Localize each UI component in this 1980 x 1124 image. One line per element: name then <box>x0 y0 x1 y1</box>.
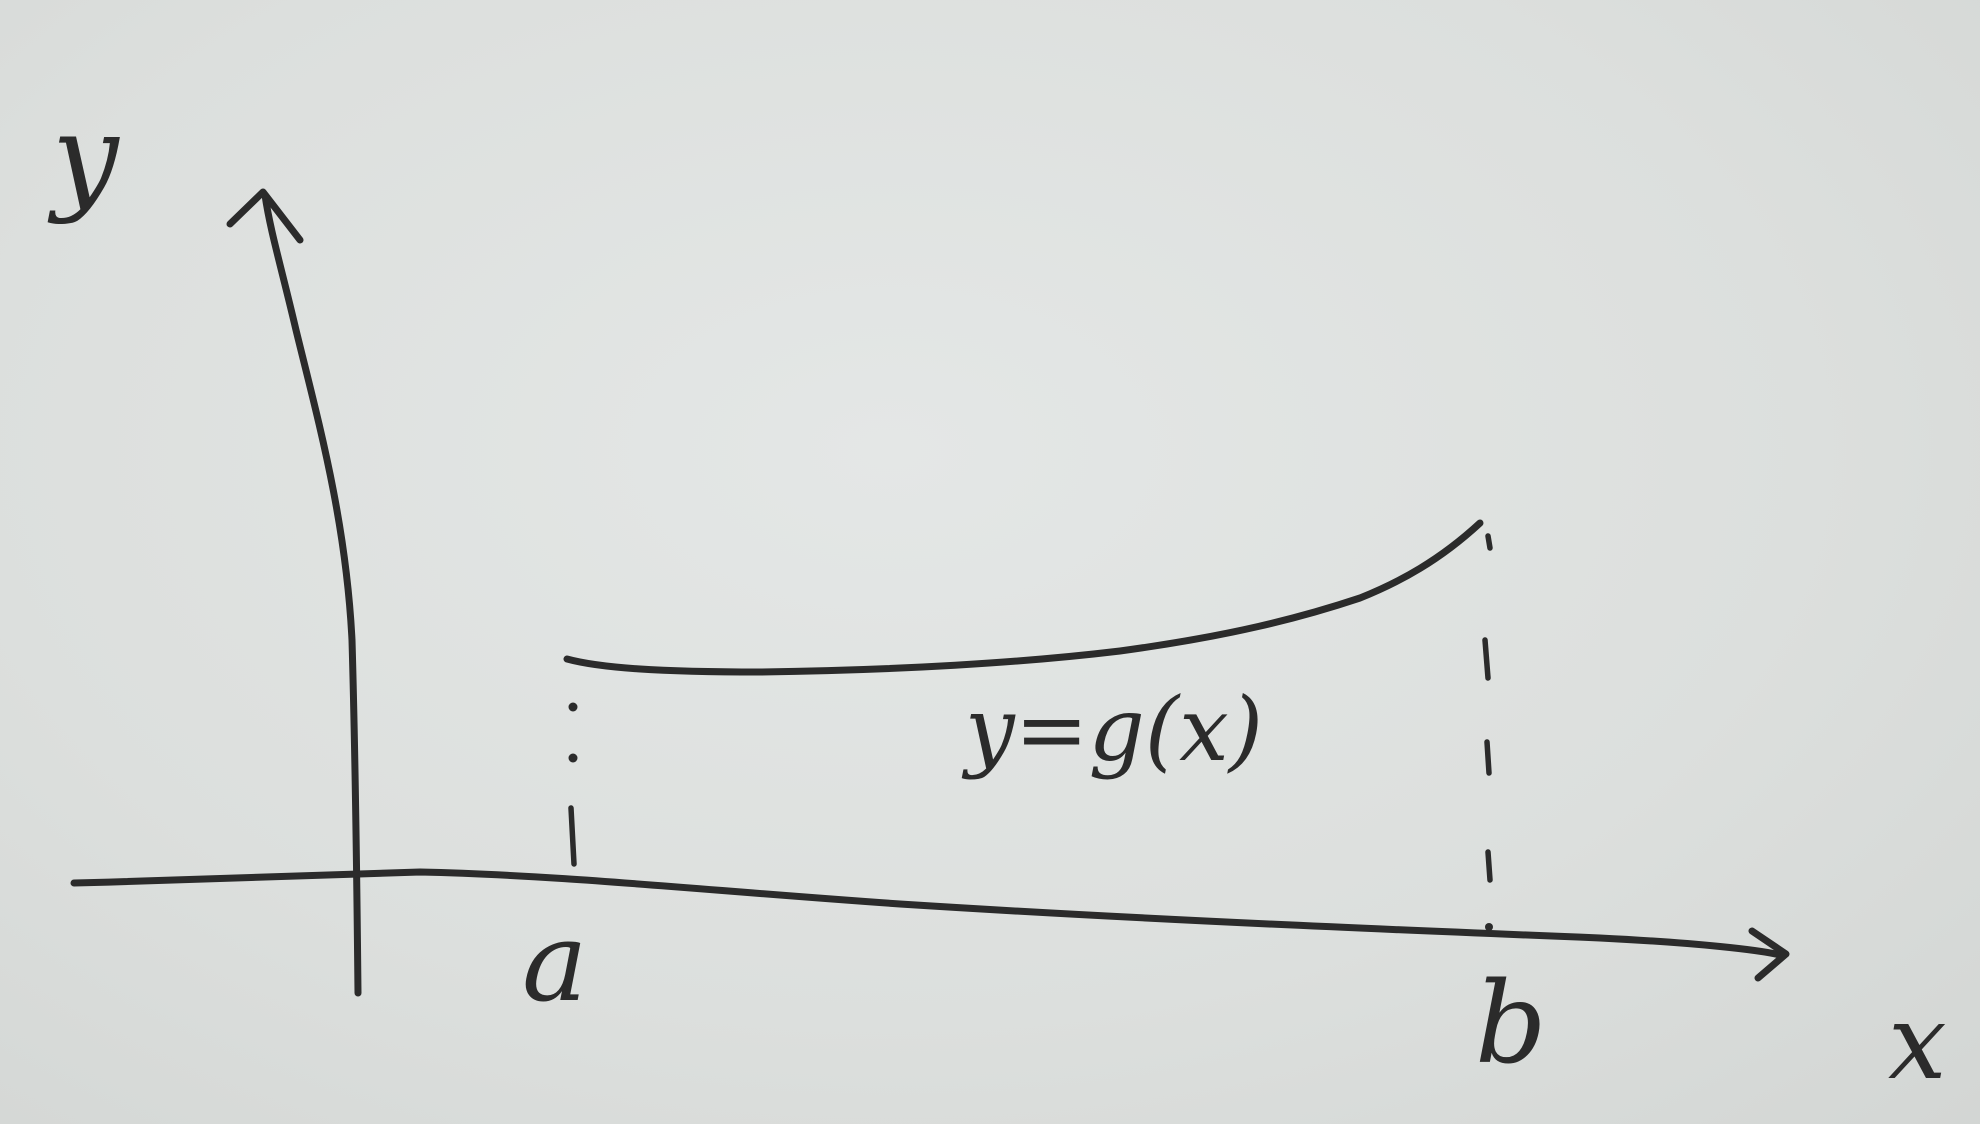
dash-b-3 <box>1484 739 1492 776</box>
y-axis-arrowhead <box>226 188 304 244</box>
dash-a-1 <box>568 702 578 712</box>
curve-label: y=g(x) <box>961 678 1263 781</box>
dash-a-3 <box>568 805 577 867</box>
bound-a-label: a <box>522 898 588 1026</box>
curve-g <box>563 519 1484 676</box>
x-axis-arrowhead <box>1748 927 1790 982</box>
x-axis <box>70 868 1784 959</box>
dashed-line-a <box>568 702 578 867</box>
x-axis-label: x <box>1888 981 1947 1103</box>
dashed-line-b <box>1482 533 1493 931</box>
y-axis-label: y <box>47 88 120 226</box>
dash-b-2 <box>1482 637 1491 681</box>
dash-b-5 <box>1485 923 1493 931</box>
dash-b-1 <box>1485 533 1493 551</box>
y-axis <box>261 191 362 997</box>
bound-b-label: b <box>1475 959 1547 1089</box>
dash-b-4 <box>1485 849 1493 883</box>
dash-a-2 <box>568 753 578 763</box>
